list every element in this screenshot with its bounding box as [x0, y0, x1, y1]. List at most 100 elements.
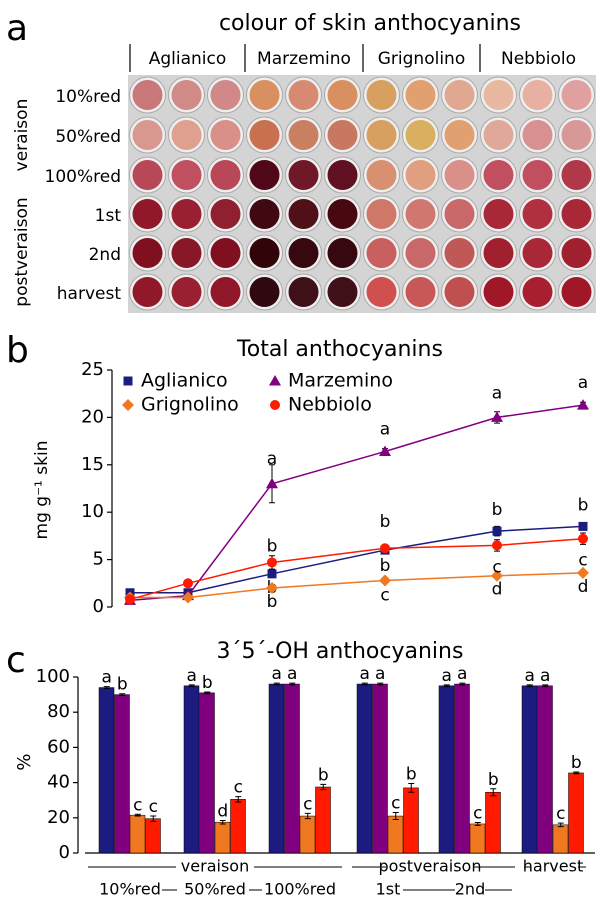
point [577, 566, 589, 579]
well [522, 120, 553, 150]
variety-label: Aglianico [149, 49, 227, 69]
significance-letter: b [202, 673, 213, 693]
well [171, 238, 202, 268]
well [210, 238, 241, 268]
bar [403, 787, 419, 854]
well [444, 199, 475, 229]
well [327, 199, 358, 229]
bar [284, 683, 300, 854]
well [249, 238, 280, 268]
well [132, 160, 163, 190]
legend-marker [269, 375, 281, 386]
significance-letter: a [525, 666, 535, 686]
bar [299, 815, 316, 854]
series-line [129, 404, 584, 602]
x-tick-label: 100%red [264, 880, 336, 899]
stage-group-label: postveraison [12, 197, 32, 306]
series-line [130, 525, 584, 594]
significance-letter: c [234, 778, 243, 798]
point [491, 411, 503, 422]
x-tick-label: 2nd [455, 880, 485, 899]
error-bar [219, 819, 226, 825]
well [483, 160, 514, 190]
error-bar [443, 684, 450, 688]
y-tick-label: 0 [93, 596, 104, 617]
significance-letter: c [578, 551, 587, 571]
well [366, 160, 397, 190]
series-line [129, 537, 584, 601]
well [444, 80, 475, 110]
well [327, 80, 358, 110]
well [561, 160, 592, 190]
chart-title: Total anthocyanins [236, 337, 443, 362]
error-bar [490, 788, 497, 797]
bar [356, 683, 373, 854]
series-line [130, 572, 584, 599]
error-bar [361, 682, 368, 686]
well [483, 120, 514, 150]
point [379, 445, 391, 457]
well [483, 238, 514, 268]
significance-letter: d [217, 801, 228, 821]
stage-label: 1st [95, 206, 122, 226]
significance-letter: a [375, 664, 385, 684]
legend-label: Aglianico [141, 370, 228, 392]
well [171, 80, 202, 110]
well [327, 160, 358, 190]
significance-letter: c [473, 804, 482, 824]
well [444, 238, 475, 268]
bar [568, 772, 584, 854]
well [288, 120, 319, 150]
significance-letter: a [287, 664, 297, 684]
well [288, 238, 319, 268]
well [561, 120, 592, 150]
group-label: veraison [181, 857, 249, 876]
point [267, 569, 277, 579]
bar [521, 685, 538, 854]
error-bar [235, 796, 242, 803]
well [132, 120, 163, 150]
error-bar [377, 682, 384, 686]
bar [469, 823, 486, 854]
y-tick-label: 25 [81, 359, 104, 380]
well [288, 80, 319, 110]
bar [387, 815, 404, 854]
significance-letter: a [442, 666, 452, 686]
well [483, 277, 514, 307]
legend-marker [122, 399, 134, 411]
well [522, 199, 553, 229]
group-label: postveraison [379, 857, 482, 876]
x-tick-label: harvest [523, 857, 583, 876]
variety-label: Nebbiolo [501, 49, 576, 69]
well [171, 277, 202, 307]
panel-label: c [6, 640, 26, 681]
y-tick-label: 20 [47, 807, 70, 828]
error-bar [573, 771, 580, 775]
well [366, 120, 397, 150]
y-tick-label: 20 [81, 406, 104, 427]
bar [98, 687, 115, 854]
stage-group-label: veraison [12, 99, 32, 172]
significance-letter: c [380, 585, 389, 605]
point [492, 526, 502, 536]
well [366, 80, 397, 110]
significance-letter: a [267, 449, 277, 469]
bar [454, 683, 470, 854]
well [288, 160, 319, 190]
error-bar [150, 815, 157, 822]
bar [315, 786, 331, 854]
point [492, 540, 502, 551]
error-bar [557, 822, 564, 828]
well [249, 277, 280, 307]
error-bar [134, 813, 141, 817]
well [522, 80, 553, 110]
y-tick-label: 40 [47, 772, 70, 793]
well [288, 199, 319, 229]
well [210, 160, 241, 190]
y-axis-label: mg g⁻¹ skin [32, 441, 52, 540]
stage-label: 50%red [55, 127, 121, 147]
legend-label: Grignolino [141, 394, 239, 416]
error-bar [392, 812, 399, 821]
bar [145, 818, 161, 854]
well [405, 277, 436, 307]
